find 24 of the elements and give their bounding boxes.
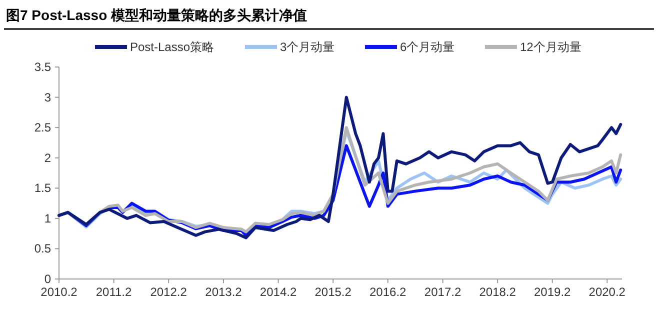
y-tick-label: 3.5 bbox=[34, 60, 52, 74]
y-tick-label: 0.5 bbox=[34, 242, 52, 256]
y-tick-label: 1 bbox=[44, 211, 52, 226]
y-tick-label: 2.5 bbox=[34, 120, 52, 135]
legend-label: 12个月动量 bbox=[520, 40, 582, 54]
x-tick-label: 2012.2 bbox=[150, 285, 188, 299]
x-tick-label: 2015.2 bbox=[314, 285, 352, 299]
x-tick-label: 2013.2 bbox=[205, 285, 242, 299]
y-tick-label: 2 bbox=[44, 150, 52, 165]
y-tick-label: 3 bbox=[44, 90, 52, 104]
x-tick-label: 2017.2 bbox=[424, 285, 462, 299]
y-tick-label: 1.5 bbox=[34, 181, 52, 196]
x-tick-label: 2014.2 bbox=[260, 285, 297, 299]
x-tick-label: 2018.2 bbox=[479, 285, 516, 299]
x-tick-label: 2020.2 bbox=[588, 285, 626, 299]
x-tick-label: 2019.2 bbox=[534, 285, 572, 299]
y-tick-label: 0 bbox=[44, 272, 52, 286]
x-tick-label: 2010.2 bbox=[40, 285, 78, 299]
legend-label: 6个月动量 bbox=[400, 40, 455, 54]
chart-title: 图7 Post-Lasso 模型和动量策略的多头累计净值 bbox=[6, 7, 308, 23]
x-tick-label: 2011.2 bbox=[96, 285, 132, 299]
x-tick-label: 2016.2 bbox=[370, 285, 407, 299]
legend-label: Post-Lasso策略 bbox=[130, 40, 214, 54]
legend-label: 3个月动量 bbox=[280, 40, 335, 54]
